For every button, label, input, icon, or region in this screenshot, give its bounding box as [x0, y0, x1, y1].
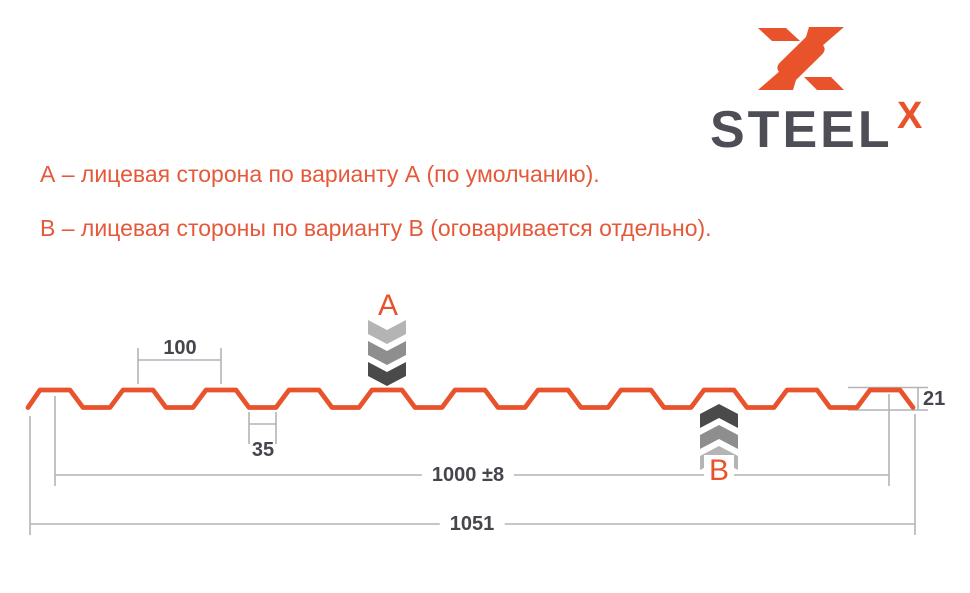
brand-name: STEEL	[710, 101, 893, 159]
sheet-profile-outline	[25, 387, 916, 410]
marker-b-letter: В	[703, 455, 735, 487]
dimension-pitch-label: 100	[163, 337, 197, 359]
dimension-lines	[29, 348, 928, 535]
dimension-working-width-label: 1000 ±8	[421, 464, 515, 486]
marker-a-chevrons-icon	[368, 320, 406, 386]
dimension-height-label: 21	[923, 388, 946, 410]
steelx-logo-icon	[758, 27, 844, 90]
dimension-overall-width-label: 1051	[439, 513, 505, 535]
dimension-valley-width-label: 35	[251, 439, 275, 461]
note-variant-a: А – лицевая сторона по варианту А (по ум…	[40, 161, 600, 187]
note-variant-b: В – лицевая стороны по варианту В (огова…	[40, 215, 712, 241]
brand-suffix-x: X	[897, 95, 923, 137]
marker-a-letter: А	[377, 289, 399, 322]
